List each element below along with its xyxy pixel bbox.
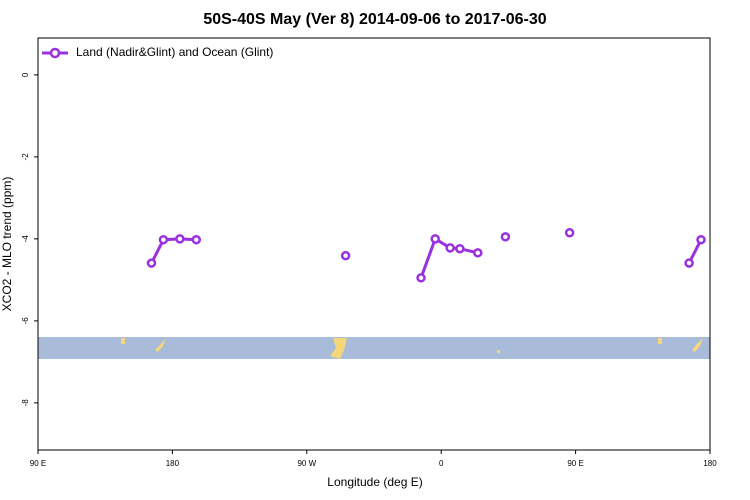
point (146, 258, 157, 268)
point (684, 258, 694, 268)
point (696, 234, 706, 245)
y-tick-label: 0 (21, 72, 30, 77)
point (445, 243, 455, 253)
point (158, 234, 169, 245)
point (175, 234, 185, 244)
point (455, 243, 465, 254)
point (473, 248, 483, 258)
y-tick-label: -8 (21, 399, 30, 407)
point (500, 232, 511, 242)
y-axis-label: XCO2 - MLO trend (ppm) (0, 177, 14, 312)
map-strip (38, 337, 710, 359)
x-axis-label: Longitude (deg E) (327, 475, 422, 489)
x-tick-label: 90 E (567, 459, 583, 468)
x-tick-label: 90 W (297, 459, 316, 468)
point (191, 234, 202, 245)
x-tick-label: 180 (703, 459, 717, 468)
point (564, 227, 575, 238)
x-tick-label: 180 (166, 459, 180, 468)
chart-title: 50S-40S May (Ver 8) 2014-09-06 to 2017-0… (203, 11, 546, 28)
y-tick-label: -2 (21, 153, 30, 161)
series-line (150, 236, 703, 279)
legend-label: Land (Nadir&Glint) and Ocean (Glint) (76, 45, 273, 59)
y-tick-label: -6 (21, 317, 30, 325)
x-tick-label: 0 (439, 459, 444, 468)
point (416, 273, 426, 283)
point (340, 250, 351, 261)
legend-marker (49, 47, 61, 59)
point (430, 234, 440, 244)
y-tick-label: -4 (21, 235, 30, 243)
plot-frame (37, 37, 711, 451)
x-tick-label: 90 E (30, 459, 46, 468)
